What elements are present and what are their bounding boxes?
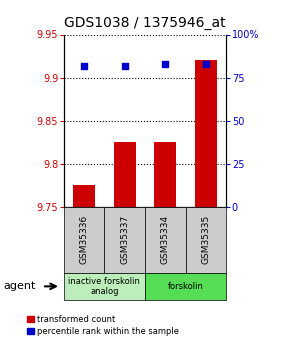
Bar bbox=[195, 60, 217, 207]
Bar bbox=[113, 142, 136, 207]
Bar bbox=[145, 207, 186, 273]
Text: GSM35336: GSM35336 bbox=[79, 215, 89, 264]
Text: GSM35334: GSM35334 bbox=[161, 215, 170, 264]
Text: agent: agent bbox=[3, 282, 35, 291]
Text: forskolin: forskolin bbox=[168, 282, 204, 291]
Point bbox=[163, 61, 168, 67]
Point bbox=[204, 61, 208, 67]
Text: inactive forskolin
analog: inactive forskolin analog bbox=[68, 277, 140, 296]
Point bbox=[82, 63, 86, 68]
Bar bbox=[154, 142, 177, 207]
Bar bbox=[104, 207, 145, 273]
Bar bbox=[145, 273, 226, 300]
Bar bbox=[64, 273, 145, 300]
Text: GDS1038 / 1375946_at: GDS1038 / 1375946_at bbox=[64, 16, 226, 30]
Bar bbox=[186, 207, 226, 273]
Legend: transformed count, percentile rank within the sample: transformed count, percentile rank withi… bbox=[27, 315, 180, 336]
Bar bbox=[73, 185, 95, 207]
Text: GSM35335: GSM35335 bbox=[201, 215, 211, 264]
Bar bbox=[64, 207, 104, 273]
Text: GSM35337: GSM35337 bbox=[120, 215, 129, 264]
Point bbox=[122, 63, 127, 68]
